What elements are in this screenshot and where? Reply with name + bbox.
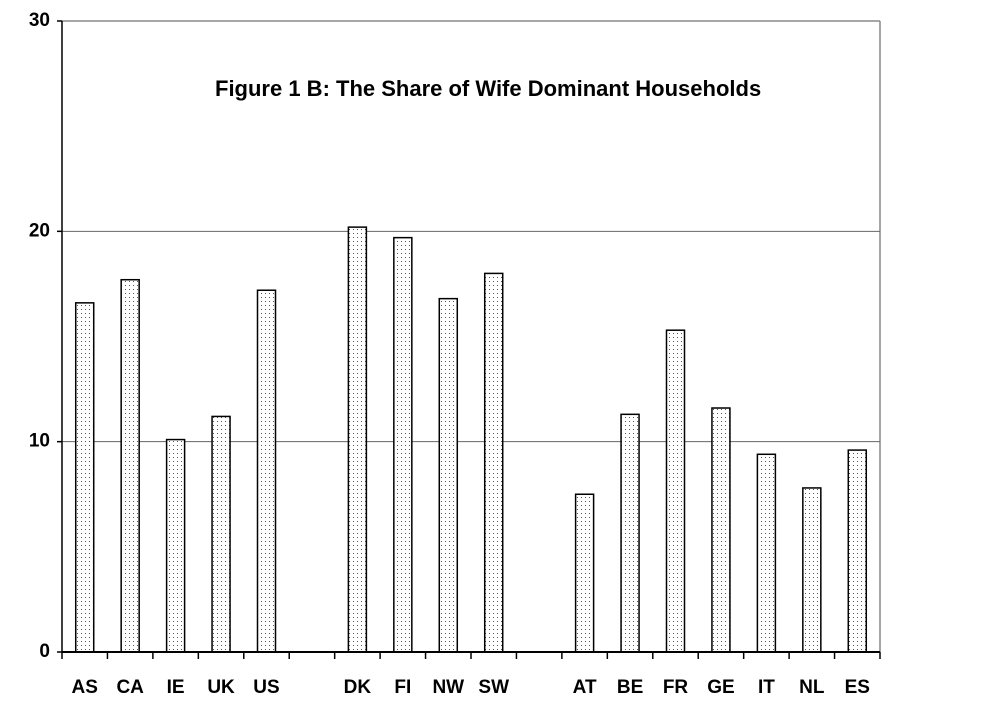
bar [665,329,686,653]
bar [756,453,777,653]
bar [711,407,731,653]
y-tick-label: 10 [29,431,50,452]
x-tick-label: AT [573,677,597,698]
x-tick-label: IT [758,677,775,698]
bar [347,226,368,653]
x-tick-label: FR [663,677,689,698]
x-tick-label: NL [799,677,825,698]
x-tick-label: AS [72,677,98,698]
chart-title: Figure 1 B: The Share of Wife Dominant H… [215,76,761,101]
x-tick-label: IE [167,677,185,698]
bar [620,413,640,653]
x-tick-label: DK [344,677,372,698]
x-tick-label: NW [432,677,464,698]
y-tick-label: 30 [29,10,50,31]
bar [802,487,822,653]
bar [483,272,504,653]
bar [165,438,186,653]
x-tick-label: GE [707,677,734,698]
bar [574,493,595,653]
x-tick-label: ES [845,677,870,698]
bar [211,415,231,653]
bar [393,236,413,653]
x-tick-label: SW [478,677,509,698]
bar [438,297,459,653]
bar [256,289,277,653]
bar [847,449,868,653]
x-tick-label: BE [617,677,643,698]
x-tick-label: CA [116,677,144,698]
x-tick-label: FI [394,677,411,698]
x-tick-label: US [253,677,279,698]
x-tick-label: UK [207,677,235,698]
y-tick-label: 0 [39,641,50,662]
bar [74,302,95,653]
y-tick-label: 20 [29,220,50,241]
bar [120,278,140,653]
